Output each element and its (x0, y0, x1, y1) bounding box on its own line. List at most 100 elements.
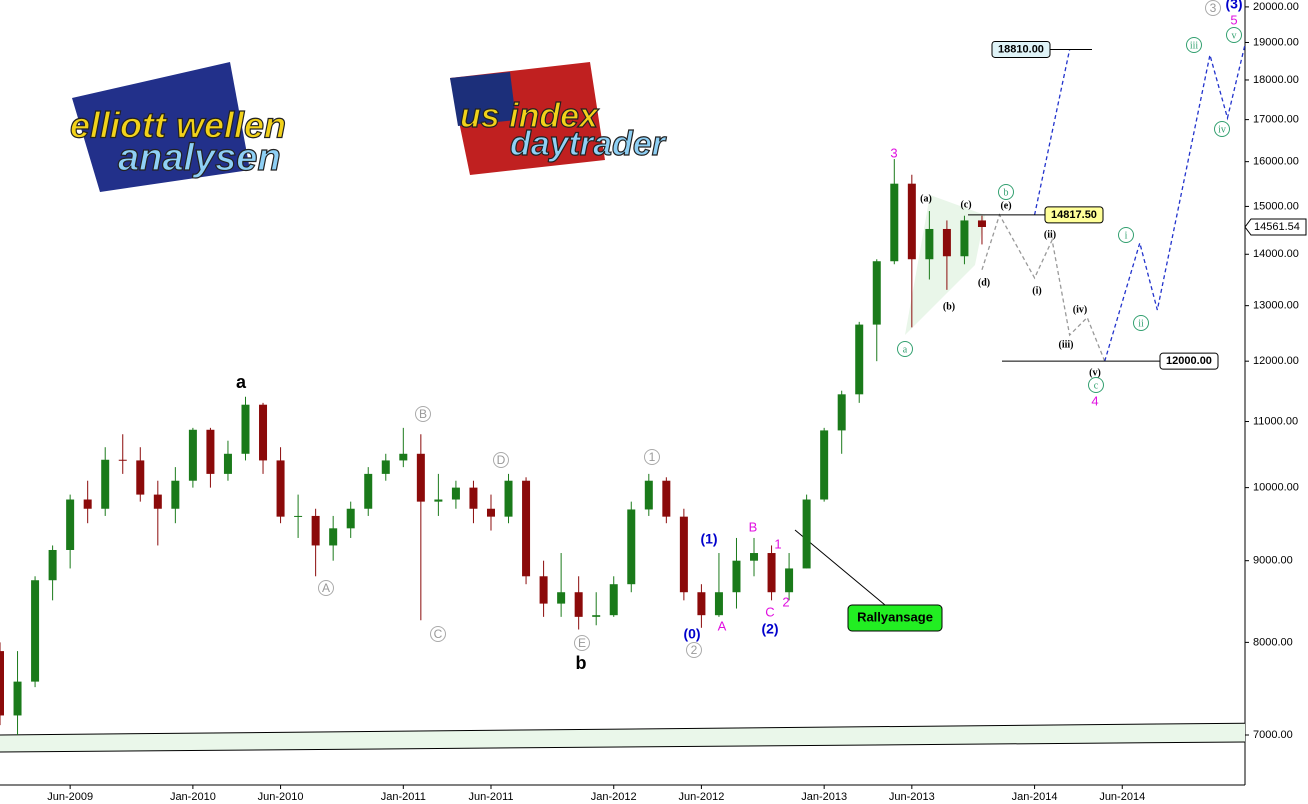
wave-circle (998, 184, 1014, 200)
callout-text: Rallyansage (857, 609, 933, 624)
level-box (1159, 352, 1219, 370)
candle-body (31, 580, 40, 682)
wave-circle (493, 452, 509, 468)
wave-circle (1133, 315, 1149, 331)
candle-body (679, 516, 688, 593)
wave-label: (0) (683, 626, 700, 642)
candle-body (644, 480, 653, 510)
candle-body (83, 499, 92, 509)
logo-text: us index (460, 97, 600, 135)
logo-text: analysen (118, 137, 281, 179)
wave-circle (318, 580, 334, 596)
wave-label: (e) (1000, 200, 1011, 211)
candle-body (346, 508, 355, 529)
wave-label: B (419, 407, 427, 421)
candle-body (13, 681, 22, 716)
wave-label: iii (1190, 40, 1199, 51)
candle-body (837, 394, 846, 431)
y-tick-label: 10000.00 (1253, 482, 1299, 494)
wave-label: 2 (782, 594, 789, 609)
y-tick-label: 16000.00 (1253, 156, 1299, 168)
trend-line (0, 741, 1246, 753)
wave-label: 4 (1091, 393, 1098, 408)
wave-label: (iv) (1073, 304, 1087, 315)
wave-circle (644, 449, 660, 465)
y-tick-label: 15000.00 (1253, 200, 1299, 212)
logo-text: elliott wellen (70, 105, 286, 146)
wave-circle (1088, 377, 1104, 393)
wave-circle (1186, 37, 1202, 53)
candle-body (627, 509, 636, 585)
level-label: 14817.50 (1051, 209, 1097, 221)
candle-body (136, 460, 145, 495)
candle-body (259, 404, 268, 461)
candle-body (820, 430, 829, 500)
candle-body (504, 480, 513, 517)
y-tick-label: 18000.00 (1253, 74, 1299, 86)
y-tick-label: 17000.00 (1253, 114, 1299, 126)
wave-label: (v) (1089, 367, 1101, 378)
candle-body (416, 453, 425, 502)
x-tick-label: Jan-2012 (591, 791, 637, 803)
candle-body (276, 460, 285, 517)
candle-body (557, 592, 566, 604)
wave-label: ii (1138, 318, 1144, 329)
candle-body (802, 499, 811, 569)
wave-label: 1 (649, 450, 656, 464)
wave-circle (1214, 121, 1230, 137)
candle-body (907, 183, 916, 260)
wave-circle (415, 406, 431, 422)
wave-label: 5 (1230, 12, 1237, 27)
candle-body (188, 429, 197, 481)
wave-label: (a) (920, 193, 932, 204)
wave-label: C (765, 604, 774, 619)
candle-body (662, 480, 671, 517)
trend-line (0, 722, 1246, 736)
wave-label: B (749, 519, 758, 534)
candle-body (890, 183, 899, 262)
x-tick-label: Jan-2011 (381, 791, 426, 803)
candle-body (714, 592, 723, 616)
candle-body (153, 494, 162, 509)
x-tick-label: Jun-2011 (468, 791, 513, 803)
wave-label: 3 (1210, 1, 1217, 15)
projection-line (1033, 49, 1071, 216)
x-tick-label: Jun-2010 (258, 791, 304, 803)
candle-body (574, 592, 583, 617)
wave-label: D (497, 453, 506, 467)
candle-body (311, 515, 320, 546)
wave-label: (c) (960, 199, 971, 210)
wave-label: (iii) (1059, 339, 1074, 350)
wave-label: a (903, 344, 908, 355)
wave-label: (b) (943, 301, 955, 312)
candle-body (381, 460, 390, 474)
y-tick-label: 20000.00 (1253, 1, 1299, 13)
candle-body (732, 560, 741, 593)
logo-left: elliott wellen analysen (69, 62, 287, 192)
wave-label: b (1004, 187, 1009, 198)
candle-body (592, 615, 601, 617)
wave-circle (897, 341, 913, 357)
candle-body (206, 429, 215, 474)
candle-body (872, 261, 881, 325)
candle-body (364, 473, 373, 509)
candle-body (118, 459, 127, 461)
wave-label: A (718, 618, 727, 633)
wave-label: iv (1218, 124, 1226, 135)
candle-body (539, 576, 548, 604)
level-box (991, 40, 1051, 58)
price-tag (1244, 218, 1307, 236)
projection-line (1104, 44, 1246, 362)
candle-body (522, 480, 531, 577)
wave-circle (1205, 0, 1221, 16)
wave-label: C (434, 627, 443, 641)
candle-body (241, 404, 250, 454)
wave-label: E (578, 636, 586, 650)
wave-label: 2 (691, 643, 698, 657)
wave-label: (ii) (1044, 229, 1056, 240)
y-tick-label: 8000.00 (1253, 636, 1293, 648)
logo-text: daytrader (510, 125, 667, 163)
price-tag-label: 14561.54 (1254, 221, 1300, 233)
